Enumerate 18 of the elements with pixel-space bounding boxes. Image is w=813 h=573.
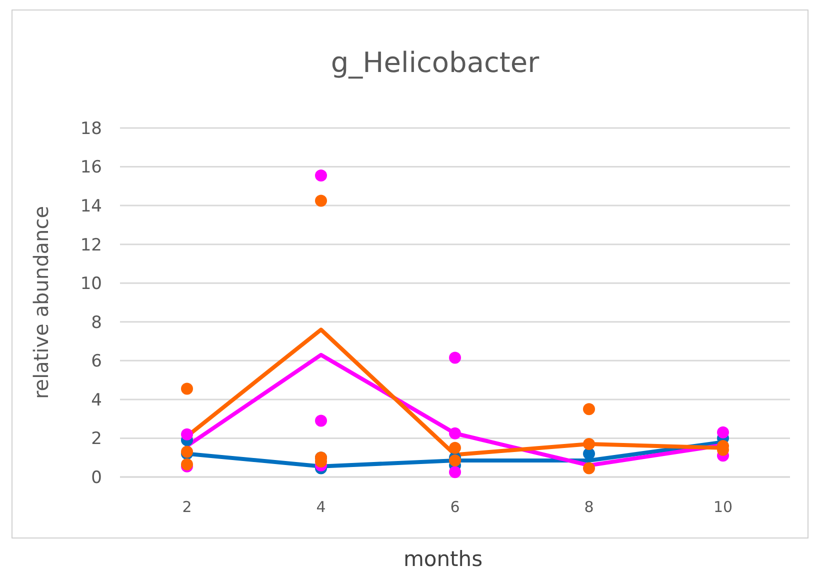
chart-title: g_Helicobacter (330, 46, 540, 79)
y-tick-label: 2 (91, 429, 102, 450)
x-axis-title: months (403, 547, 483, 571)
y-tick-label: 18 (80, 118, 102, 139)
y-tick-label: 0 (91, 468, 102, 488)
y-tick-label: 16 (80, 158, 102, 178)
x-tick-label: 10 (713, 498, 733, 516)
x-tick-label: 2 (182, 498, 192, 516)
y-tick-label: 14 (80, 196, 102, 217)
x-tick-label: 4 (316, 498, 326, 516)
y-axis-title: relative abundance (29, 206, 53, 400)
x-tick-label: 8 (584, 498, 594, 516)
y-tick-label: 10 (80, 274, 102, 294)
y-tick-label: 6 (91, 352, 102, 372)
x-tick-label: 6 (450, 498, 460, 516)
y-tick-label: 12 (80, 235, 102, 256)
y-tick-label: 4 (91, 390, 102, 410)
y-tick-label: 8 (91, 312, 102, 333)
